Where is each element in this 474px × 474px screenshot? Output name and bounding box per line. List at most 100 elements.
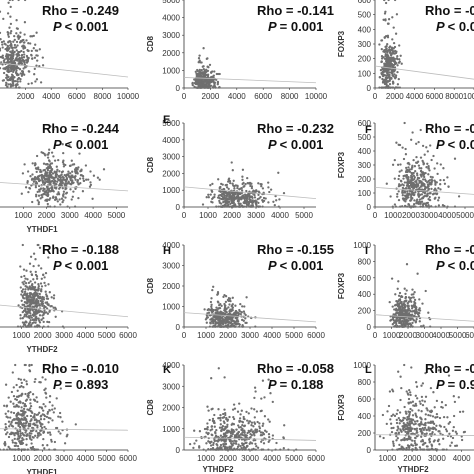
data-point (9, 15, 12, 18)
data-point (37, 317, 40, 320)
y-tick-label: 300 (358, 161, 372, 170)
data-point (201, 81, 205, 84)
data-point (419, 128, 422, 132)
data-point (36, 59, 39, 62)
data-point (77, 196, 80, 200)
data-point (18, 68, 22, 71)
data-point (463, 430, 467, 434)
x-tick-label: 3000 (420, 211, 438, 220)
data-point (435, 412, 439, 416)
data-point (432, 391, 435, 394)
data-point (423, 400, 427, 403)
data-point (8, 66, 11, 69)
data-point (412, 174, 415, 177)
x-tick-label: 10000 (305, 92, 328, 101)
data-point (27, 82, 30, 86)
data-point (20, 59, 23, 62)
data-point (8, 40, 12, 43)
data-point (20, 406, 23, 409)
data-point (28, 187, 32, 190)
data-point (407, 305, 410, 308)
data-point (69, 188, 72, 191)
data-point (415, 381, 418, 384)
trend-line (374, 434, 474, 436)
data-point (243, 439, 246, 442)
data-point (230, 435, 233, 438)
data-point (207, 196, 210, 199)
data-point (421, 438, 424, 442)
data-point (391, 205, 394, 208)
data-point (224, 413, 227, 417)
data-point (15, 398, 19, 402)
data-point (396, 305, 400, 308)
data-point (43, 388, 46, 392)
data-point (380, 47, 383, 51)
data-point (247, 448, 251, 451)
data-point (232, 403, 236, 406)
data-point (16, 325, 20, 328)
data-point (253, 386, 257, 389)
data-point (195, 82, 198, 86)
x-tick-label: 5000 (285, 331, 303, 340)
data-point (35, 430, 38, 433)
data-point (20, 62, 23, 65)
data-point (427, 413, 430, 417)
data-point (422, 195, 425, 198)
data-point (241, 175, 244, 178)
data-point (239, 205, 242, 208)
data-point (384, 62, 388, 65)
data-point (64, 187, 67, 191)
data-point (386, 22, 390, 25)
data-point (236, 186, 239, 190)
y-tick-label: 200 (358, 429, 372, 438)
panel-letter: H (163, 245, 171, 257)
data-point (407, 300, 411, 303)
data-point (20, 299, 23, 302)
data-point (195, 72, 198, 75)
data-point (73, 168, 77, 171)
data-point (80, 174, 83, 177)
data-point (12, 53, 15, 56)
data-point (38, 48, 41, 51)
data-point (278, 198, 281, 201)
data-point (214, 308, 217, 312)
trend-line (183, 312, 317, 323)
data-point (396, 448, 399, 451)
data-point (221, 205, 224, 208)
data-point (24, 65, 27, 69)
data-point (15, 53, 18, 56)
data-point (24, 288, 27, 291)
data-point (207, 448, 210, 451)
data-point (220, 194, 223, 198)
data-point (211, 446, 215, 450)
y-tick-label: 600 (358, 119, 372, 128)
data-point (203, 427, 207, 431)
data-point (10, 420, 13, 424)
data-point (12, 394, 16, 398)
data-point (34, 43, 37, 46)
data-point (401, 146, 404, 149)
data-point (28, 316, 31, 320)
data-point (231, 440, 234, 443)
data-point (237, 424, 240, 427)
data-point (230, 429, 234, 432)
data-point (9, 416, 12, 419)
data-point (25, 39, 28, 42)
data-point (252, 425, 255, 428)
data-point (39, 433, 42, 436)
data-point (20, 192, 23, 195)
data-point (425, 146, 428, 149)
data-point (404, 410, 407, 413)
data-point (407, 296, 411, 299)
data-point (45, 415, 49, 419)
data-point (48, 400, 51, 404)
data-point (17, 437, 20, 440)
data-point (250, 186, 254, 190)
rho-annotation: Rho = -0.155 (257, 242, 334, 257)
data-point (404, 430, 407, 433)
data-point (401, 316, 404, 319)
data-point (240, 195, 244, 199)
data-point (419, 430, 422, 433)
data-point (425, 205, 429, 208)
data-point (49, 205, 52, 208)
